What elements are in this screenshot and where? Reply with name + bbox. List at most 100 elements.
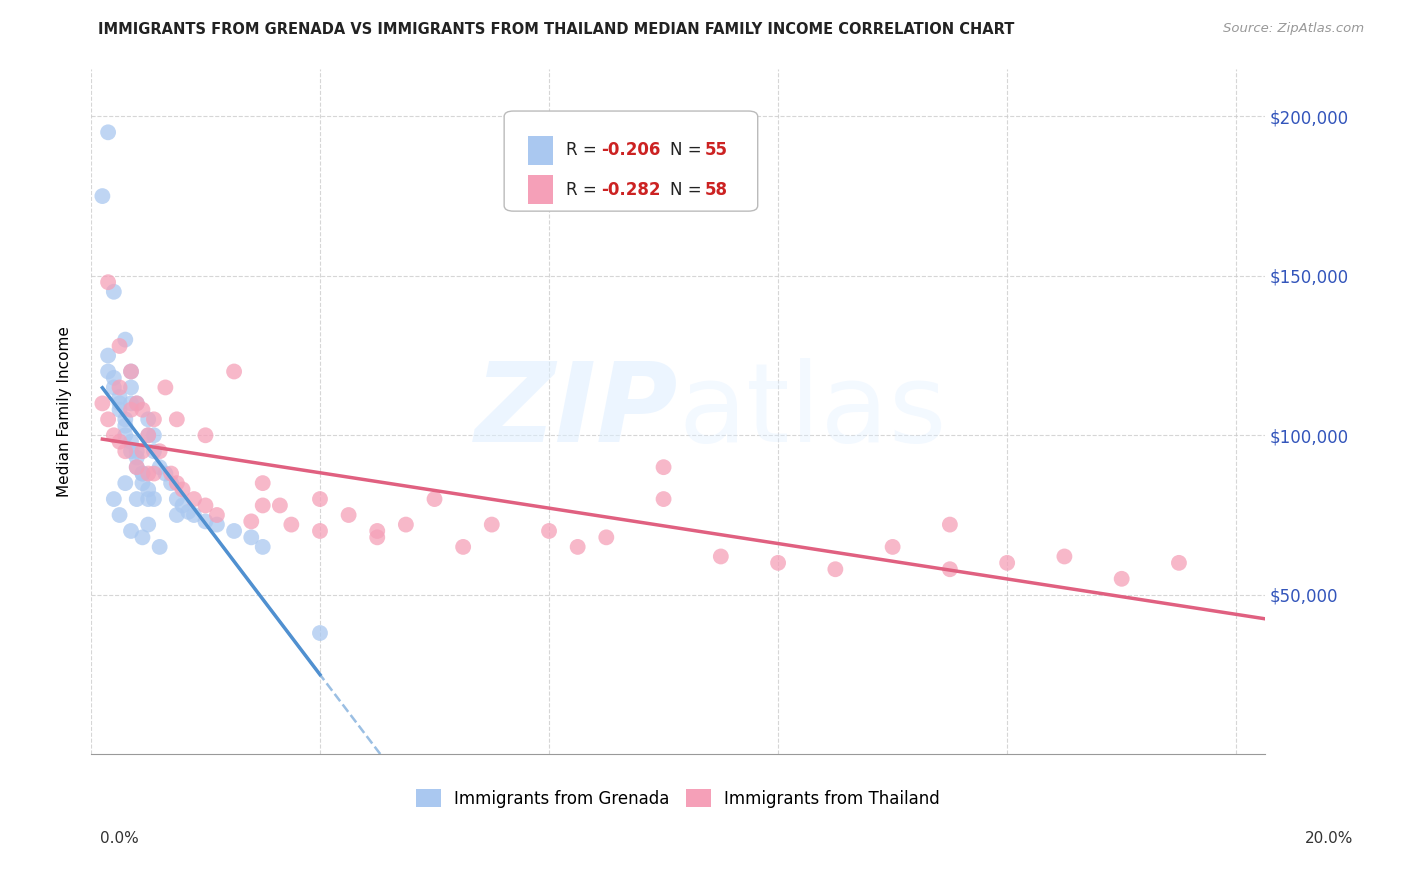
Point xyxy=(108,434,131,449)
Point xyxy=(136,491,159,506)
Point xyxy=(125,396,148,410)
Point xyxy=(149,444,172,458)
Point xyxy=(125,444,148,458)
Point xyxy=(149,460,172,475)
Point xyxy=(337,508,360,522)
Point xyxy=(537,524,560,538)
Point xyxy=(481,517,503,532)
Point xyxy=(194,499,217,513)
Point xyxy=(166,491,188,506)
Text: IMMIGRANTS FROM GRENADA VS IMMIGRANTS FROM THAILAND MEDIAN FAMILY INCOME CORRELA: IMMIGRANTS FROM GRENADA VS IMMIGRANTS FR… xyxy=(98,22,1015,37)
Point xyxy=(222,524,245,538)
Point xyxy=(91,189,114,203)
Text: N =: N = xyxy=(669,142,707,160)
Point xyxy=(120,444,142,458)
Text: R =: R = xyxy=(567,180,602,199)
Point xyxy=(103,380,125,394)
Point xyxy=(97,125,120,139)
Point xyxy=(366,524,388,538)
Point xyxy=(252,476,274,491)
Point xyxy=(366,530,388,544)
Point xyxy=(1053,549,1076,564)
Point xyxy=(155,467,177,481)
Point xyxy=(103,428,125,442)
Point xyxy=(108,380,131,394)
Point xyxy=(160,476,183,491)
Point xyxy=(309,626,332,640)
Text: Source: ZipAtlas.com: Source: ZipAtlas.com xyxy=(1223,22,1364,36)
Text: ZIP: ZIP xyxy=(474,358,678,465)
Point xyxy=(240,530,263,544)
Point xyxy=(652,460,675,475)
Legend: Immigrants from Grenada, Immigrants from Thailand: Immigrants from Grenada, Immigrants from… xyxy=(409,782,946,814)
Point xyxy=(939,517,962,532)
Point xyxy=(995,556,1018,570)
Point xyxy=(136,428,159,442)
Point xyxy=(114,476,136,491)
Text: 58: 58 xyxy=(704,180,728,199)
Point xyxy=(177,505,200,519)
Point xyxy=(136,467,159,481)
Point xyxy=(120,380,142,394)
Point xyxy=(149,540,172,554)
FancyBboxPatch shape xyxy=(527,175,554,204)
Point xyxy=(131,402,153,417)
Point xyxy=(309,524,332,538)
Point xyxy=(142,412,165,426)
Point xyxy=(172,483,194,497)
Text: 55: 55 xyxy=(704,142,728,160)
Point xyxy=(120,402,142,417)
Point xyxy=(1168,556,1191,570)
Point xyxy=(103,491,125,506)
Point xyxy=(120,364,142,378)
Point xyxy=(108,339,131,353)
Point xyxy=(131,467,153,481)
Point xyxy=(766,556,789,570)
Point xyxy=(136,428,159,442)
Point xyxy=(1111,572,1133,586)
Point xyxy=(120,524,142,538)
Point xyxy=(108,402,131,417)
Point xyxy=(131,530,153,544)
Point xyxy=(136,517,159,532)
Point xyxy=(97,349,120,363)
Text: -0.282: -0.282 xyxy=(602,180,661,199)
Point xyxy=(120,364,142,378)
Point xyxy=(939,562,962,576)
Point xyxy=(882,540,904,554)
Point xyxy=(183,491,205,506)
Point xyxy=(142,428,165,442)
Point xyxy=(97,275,120,289)
Point xyxy=(114,418,136,433)
Point xyxy=(114,428,136,442)
Point xyxy=(269,499,291,513)
Point xyxy=(222,364,245,378)
Point xyxy=(194,428,217,442)
Point xyxy=(131,476,153,491)
Point xyxy=(166,508,188,522)
Point xyxy=(166,476,188,491)
Point xyxy=(125,396,148,410)
Point xyxy=(114,333,136,347)
Point xyxy=(710,549,733,564)
Point xyxy=(125,460,148,475)
Point xyxy=(114,444,136,458)
Text: R =: R = xyxy=(567,142,602,160)
Point xyxy=(125,460,148,475)
Point xyxy=(108,396,131,410)
Point xyxy=(125,450,148,465)
Point xyxy=(136,412,159,426)
Point xyxy=(131,444,153,458)
Point xyxy=(136,483,159,497)
Point xyxy=(125,491,148,506)
Point xyxy=(142,444,165,458)
Point xyxy=(252,540,274,554)
Point xyxy=(824,562,846,576)
Text: -0.206: -0.206 xyxy=(602,142,661,160)
Point xyxy=(120,396,142,410)
Point xyxy=(97,412,120,426)
Point xyxy=(252,499,274,513)
Point xyxy=(652,491,675,506)
Point xyxy=(142,467,165,481)
Point xyxy=(91,396,114,410)
